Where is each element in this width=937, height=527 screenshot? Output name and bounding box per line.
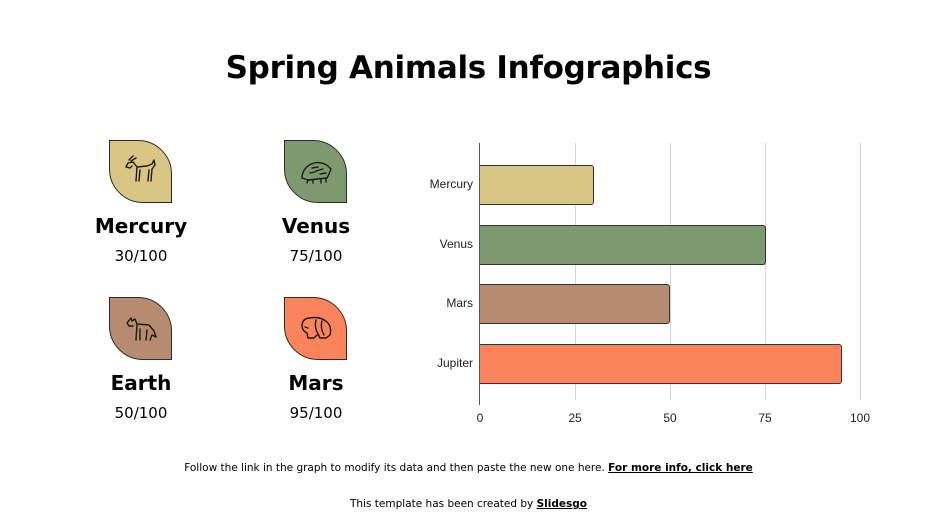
- bar-venus: [480, 225, 766, 265]
- bison-icon: [284, 297, 347, 360]
- bar-mercury: [480, 165, 594, 205]
- credit-text: This template has been created by: [350, 498, 534, 510]
- more-info-link[interactable]: For more info, click here: [608, 462, 753, 474]
- category-label: Mercury: [429, 177, 473, 191]
- credit-line: This template has been created by Slides…: [0, 498, 937, 510]
- gridline: [860, 143, 861, 400]
- x-tick-label: 100: [849, 411, 871, 425]
- page-title: Spring Animals Infographics: [225, 50, 712, 86]
- card-name: Venus: [281, 214, 351, 238]
- goat-icon: [109, 140, 172, 203]
- x-tick-label: 75: [758, 411, 772, 425]
- y-axis-line: [479, 143, 480, 405]
- card-score: 30/100: [114, 247, 168, 265]
- card-name: Earth: [110, 371, 172, 395]
- footer-note: Follow the link in the graph to modify i…: [0, 462, 937, 474]
- category-label: Jupiter: [436, 356, 473, 370]
- footer-note-text: Follow the link in the graph to modify i…: [184, 462, 605, 474]
- card-name: Mercury: [94, 214, 188, 238]
- card-score: 95/100: [289, 404, 343, 422]
- x-tick-label: 25: [568, 411, 582, 425]
- bar-mars: [480, 284, 670, 324]
- bar-jupiter: [480, 344, 842, 384]
- x-tick-label: 50: [663, 411, 677, 425]
- gridline: [670, 143, 671, 400]
- gridline: [765, 143, 766, 400]
- wolf-icon: [109, 297, 172, 360]
- x-tick-label: 0: [476, 411, 484, 425]
- card-score: 75/100: [289, 247, 343, 265]
- hedgehog-icon: [284, 140, 347, 203]
- card-score: 50/100: [114, 404, 168, 422]
- gridline: [575, 143, 576, 400]
- category-label: Mars: [446, 296, 473, 310]
- slidesgo-link[interactable]: Slidesgo: [536, 498, 587, 510]
- category-label: Venus: [439, 237, 473, 251]
- card-name: Mars: [288, 371, 344, 395]
